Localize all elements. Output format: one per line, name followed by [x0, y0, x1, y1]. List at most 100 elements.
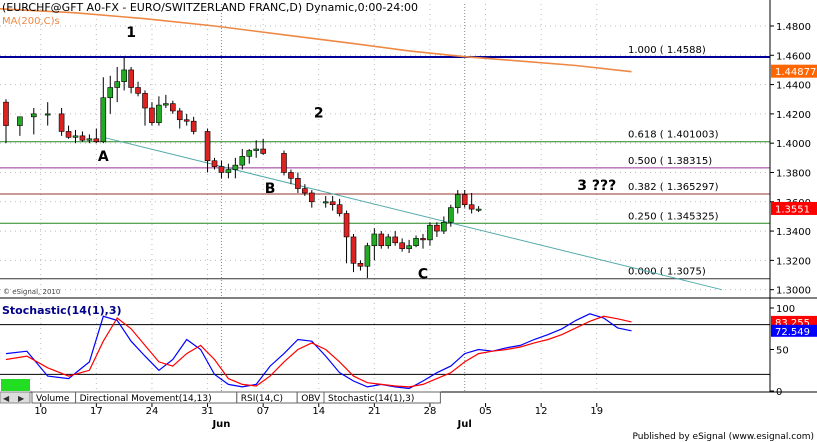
tab-label-3[interactable]: OBV — [301, 394, 321, 404]
candle-33 — [281, 150, 287, 176]
candle-8 — [86, 134, 93, 144]
candle-51 — [413, 235, 419, 248]
candle-body-13 — [121, 69, 127, 82]
tab-label-0[interactable]: Volume — [36, 394, 70, 404]
candle-42 — [350, 234, 357, 273]
candle-body-30 — [246, 150, 253, 157]
stoch-tick-label-0: 100 — [776, 304, 795, 315]
x-tick-label-2: 24 — [146, 406, 159, 417]
candle-body-56 — [447, 207, 454, 223]
x-tick-label-3: 31 — [201, 406, 214, 417]
candle-body-3 — [44, 113, 51, 116]
fib-level-label-0: 1.000 ( 1.4588) — [628, 45, 706, 56]
candle-body-16 — [142, 93, 148, 109]
trendline — [103, 136, 722, 291]
candle-1 — [17, 116, 23, 136]
candle-21 — [176, 108, 183, 129]
fib-level-label-2: 0.500 ( 1.38315) — [628, 156, 712, 167]
candle-35 — [295, 172, 301, 193]
candle-24 — [204, 128, 211, 173]
stoch-series-%K — [5, 313, 632, 390]
candle-body-48 — [392, 236, 399, 244]
price-tick-label-0: 1.4800 — [776, 22, 811, 33]
ma-200-line — [0, 8, 632, 73]
annotation-3: B — [265, 181, 276, 197]
candle-43 — [357, 260, 364, 271]
stoch-box-label-1: 72.549 — [775, 327, 810, 338]
price-tick-label-3: 1.4200 — [776, 110, 811, 121]
candle-body-53 — [427, 224, 433, 241]
candle-body-59 — [468, 204, 475, 210]
candle-47 — [385, 234, 392, 249]
candle-body-35 — [295, 178, 301, 189]
x-tick-label-1: 17 — [90, 406, 103, 417]
candle-49 — [399, 238, 405, 252]
candle-36 — [302, 184, 308, 196]
candle-body-58 — [461, 194, 468, 206]
candle-60 — [475, 206, 482, 213]
candle-body-14 — [128, 69, 134, 88]
candle-body-24 — [204, 131, 211, 162]
price-tick-label-1: 1.4600 — [776, 51, 811, 62]
price-tick-label-2: 1.4400 — [776, 81, 811, 92]
candle-body-60 — [475, 208, 482, 211]
candle-2 — [30, 108, 37, 135]
candle-17 — [149, 102, 155, 126]
price-tick-label-8: 1.3200 — [776, 256, 811, 267]
candle-59 — [468, 192, 475, 214]
candle-body-22 — [183, 119, 190, 122]
candle-15 — [135, 81, 141, 97]
candle-32 — [260, 138, 266, 155]
footer-text: Published by eSignal (www.esignal.com) — [632, 432, 814, 442]
candle-9 — [93, 128, 100, 144]
tab-4[interactable] — [323, 391, 441, 404]
candle-19 — [163, 94, 169, 109]
candle-body-23 — [190, 120, 197, 132]
candle-body-36 — [302, 188, 308, 194]
volume-indicator — [1, 379, 30, 391]
candle-body-0 — [3, 101, 9, 126]
fib-level-label-5: 0.000 ( 1.3075) — [628, 267, 706, 278]
watermark: © eSignal, 2010 — [3, 288, 60, 296]
candle-12 — [114, 66, 120, 103]
price-tick-label-7: 1.3400 — [776, 227, 811, 238]
candle-56 — [447, 204, 454, 227]
candle-7 — [79, 131, 86, 142]
candle-18 — [156, 96, 162, 126]
fib-level-label-4: 0.250 ( 1.345325) — [628, 211, 719, 222]
candle-body-31 — [253, 148, 259, 151]
x-tick-label-10: 19 — [590, 406, 603, 417]
candle-body-41 — [343, 213, 350, 238]
candle-34 — [288, 169, 294, 185]
tab-label-1[interactable]: Directional Movement(14,13) — [80, 394, 212, 404]
candle-body-4 — [58, 113, 65, 132]
candle-22 — [183, 113, 190, 126]
price-tick-label-9: 1.3000 — [776, 286, 811, 297]
annotation-2: 2 — [314, 106, 324, 122]
candle-41 — [343, 210, 350, 264]
fib-level-label-1: 0.618 ( 1.401003) — [628, 130, 719, 141]
x-tick-label-0: 10 — [34, 406, 47, 417]
tab-label-4[interactable]: Stochastic(14(1),3) — [328, 394, 414, 404]
annotation-4: C — [418, 267, 428, 283]
candle-body-7 — [79, 135, 86, 141]
candle-body-12 — [114, 81, 120, 88]
x-tick-label-8: 05 — [479, 406, 492, 417]
annotation-0: 1 — [126, 25, 136, 41]
ma-label: MA(200,C)s — [2, 16, 60, 27]
candle-body-8 — [86, 138, 93, 141]
candle-11 — [107, 75, 114, 114]
candle-body-6 — [72, 135, 79, 138]
candle-25 — [211, 157, 218, 170]
candle-body-57 — [454, 194, 461, 208]
price-tick-label-5: 1.3800 — [776, 168, 811, 179]
tab-label-2[interactable]: RSI(14,C) — [241, 394, 283, 404]
candle-13 — [121, 57, 127, 91]
candle-28 — [232, 157, 239, 179]
candle-53 — [427, 222, 433, 246]
candle-body-50 — [406, 245, 412, 249]
candle-31 — [253, 140, 259, 158]
candle-body-11 — [107, 87, 114, 99]
price-tick-label-4: 1.4000 — [776, 139, 811, 150]
candle-20 — [170, 100, 176, 114]
